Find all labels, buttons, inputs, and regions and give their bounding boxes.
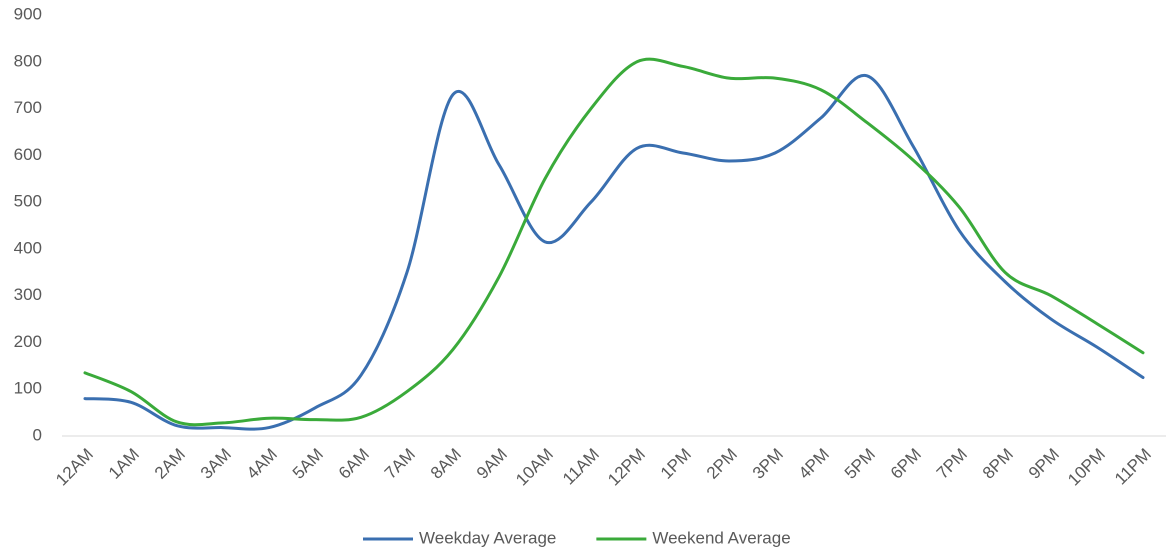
y-tick-label: 600 [14, 145, 42, 164]
y-tick-label: 0 [33, 425, 42, 444]
x-tick-label: 12PM [604, 445, 649, 490]
x-tick-label: 6AM [335, 445, 373, 483]
x-tick-label: 10PM [1064, 445, 1109, 490]
line [83, 57, 1145, 427]
y-tick-label: 700 [14, 98, 42, 117]
x-tick-label: 8AM [427, 445, 465, 483]
x-tick-label: 1PM [657, 445, 695, 483]
x-tick-label: 7PM [933, 445, 971, 483]
x-tick-label: 12AM [52, 445, 97, 490]
y-tick-label: 300 [14, 285, 42, 304]
y-tick-label: 900 [14, 4, 42, 23]
x-tick-label: 4PM [795, 445, 833, 483]
x-tick-label: 5PM [841, 445, 879, 483]
x-tick-label: 9AM [473, 445, 511, 483]
y-tick-label: 100 [14, 379, 42, 398]
y-tick-label: 500 [14, 192, 42, 211]
x-tick-label: 11AM [559, 445, 603, 489]
y-tick-label: 800 [14, 51, 42, 70]
x-tick-label: 3AM [197, 445, 235, 483]
x-tick-label: 4AM [243, 445, 281, 483]
x-tick-label: 11PM [1111, 445, 1155, 489]
x-tick-label: 9PM [1025, 445, 1063, 483]
legend-label: Weekday Average [419, 528, 556, 547]
x-tick-label: 6PM [887, 445, 925, 483]
x-tick-label: 2AM [151, 445, 189, 483]
x-tick-label: 7AM [381, 445, 419, 483]
x-tick-label: 1AM [105, 445, 143, 483]
x-tick-label: 8PM [979, 445, 1017, 483]
x-tick-label: 2PM [703, 445, 741, 483]
line [83, 74, 1145, 431]
x-tick-label: 5AM [289, 445, 327, 483]
x-tick-label: 10AM [512, 445, 557, 490]
y-tick-label: 200 [14, 332, 42, 351]
y-tick-label: 400 [14, 238, 42, 257]
x-tick-label: 3PM [749, 445, 787, 483]
legend-label: Weekend Average [652, 528, 790, 547]
